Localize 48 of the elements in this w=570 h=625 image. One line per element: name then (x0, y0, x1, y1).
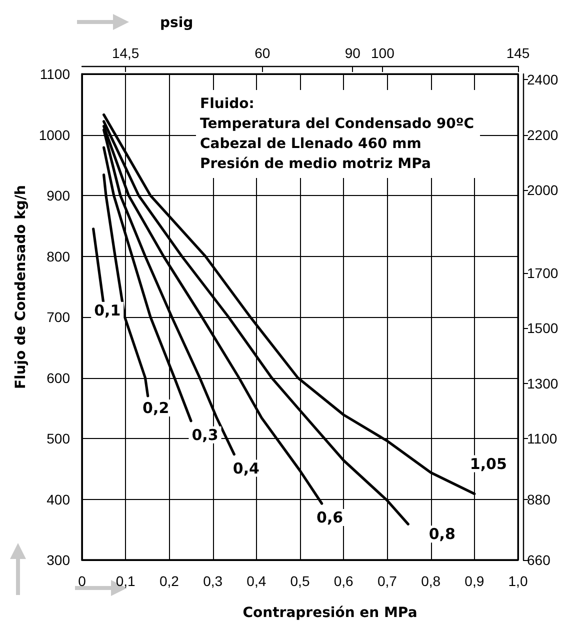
y-tick-label: 1000 (38, 126, 70, 143)
y2-tick-label: 660 (527, 552, 551, 568)
x2-tick-label: 90 (344, 45, 361, 61)
y2-tick-label: 2400 (527, 72, 558, 88)
x2-axis-title: psig (160, 15, 194, 31)
x-tick-label: 0,1 (116, 573, 136, 589)
annotation: Temperatura del Condensado 90ºC (200, 116, 474, 132)
x2-tick-label: 60 (254, 45, 270, 61)
x-tick-label: 0,6 (334, 573, 354, 589)
x-tick-label: 1,0 (508, 573, 528, 589)
x2-tick-label: 145 (506, 45, 530, 61)
x-tick-label: 0,5 (290, 573, 310, 589)
x2-tick-label: 14,5 (112, 45, 140, 61)
series-label: 0,6 (316, 508, 344, 527)
series-label: 0,2 (142, 398, 170, 417)
y-tick-label: 700 (46, 309, 70, 325)
annotation: Cabezal de Llenado 460 mm (200, 136, 422, 152)
y2-tick-label: 1700 (527, 264, 558, 281)
x-tick-label: 0,7 (377, 573, 398, 589)
y-tick-label: 400 (46, 491, 70, 508)
y2-tick-label: 1100 (527, 430, 558, 446)
series-label: 0,1 (94, 301, 121, 320)
series-label: 1,05 (470, 454, 507, 473)
x-tick-label: 0 (78, 573, 86, 589)
x-axis-title: Contrapresión en MPa (242, 605, 418, 621)
annotation: Fluido: (200, 96, 254, 112)
y-tick-label: 800 (46, 248, 70, 264)
x-tick-label: 0,8 (421, 573, 441, 589)
y-tick-label: 1100 (40, 66, 70, 82)
y-tick-label: 500 (46, 430, 70, 446)
series-label: 0,3 (192, 426, 218, 444)
x-tick-label: 0,9 (464, 573, 484, 589)
x-tick-label: 0,4 (246, 573, 266, 589)
y-tick-label: 600 (46, 370, 70, 386)
y2-tick-label: 880 (527, 491, 551, 508)
y-tick-label: 900 (46, 188, 70, 204)
y2-tick-label: 2200 (527, 126, 558, 143)
y2-tick-label: 1500 (527, 320, 558, 336)
y-tick-label: 300 (46, 552, 70, 568)
y-axis-title: Flujo de Condensado kg/h (12, 184, 29, 390)
series-label: 0,8 (428, 525, 456, 544)
x2-tick-label: 100 (371, 45, 395, 61)
annotation: Presión de medio motriz MPa (200, 156, 431, 172)
series-label: 0,4 (232, 459, 260, 478)
x-tick-label: 0,2 (159, 573, 180, 589)
x-tick-label: 0,3 (203, 573, 223, 589)
y2-tick-label: 1300 (527, 375, 558, 392)
y2-tick-label: 2000 (527, 182, 558, 198)
